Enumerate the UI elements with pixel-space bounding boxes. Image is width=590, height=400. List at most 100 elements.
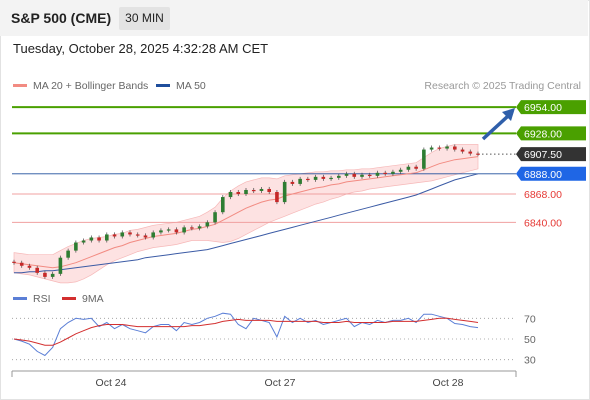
candle-body-0 — [12, 261, 16, 263]
timeframe-badge[interactable]: 30 MIN — [119, 7, 170, 30]
price-panel: 6954.00 6928.00 6907.50 6888.00 6868.00 6840.… — [12, 100, 586, 284]
x-tick-label-1: Oct 27 — [265, 377, 296, 389]
candle-body-16 — [135, 234, 140, 236]
level-label-4: 6868.00 — [524, 189, 562, 201]
candle-body-18 — [151, 232, 155, 238]
level-label-1: 6928.00 — [524, 128, 562, 140]
legend-swatch-rsi — [13, 297, 27, 300]
level-label-0: 6954.00 — [524, 102, 562, 114]
candle-body-38 — [306, 178, 310, 181]
candle-body-6 — [58, 257, 63, 274]
rsi-tick-label-1: 50 — [524, 334, 536, 346]
candle-body-34 — [275, 192, 279, 203]
time-axis: Oct 24 Oct 27 Oct 28 — [11, 370, 517, 389]
candle-body-19 — [159, 230, 163, 233]
legend-ma50-label: MA 50 — [176, 80, 206, 92]
candle-body-5 — [50, 273, 55, 277]
candle-body-60 — [476, 153, 480, 155]
candle-body-2 — [27, 265, 32, 268]
x-tick-label-0: Oct 24 — [96, 377, 127, 389]
candle-body-58 — [460, 149, 465, 152]
datetime-label: Tuesday, October 28, 2025 4:32:28 AM CET — [13, 41, 269, 56]
legend-swatch-ma20 — [13, 83, 27, 87]
bollinger-band — [13, 144, 479, 284]
legend-ma20: MA 20 + Bollinger Bands — [13, 80, 148, 92]
candle-body-54 — [429, 147, 434, 150]
candle-body-48 — [383, 172, 387, 174]
rsi-panel: RSI 9MA 70 50 30 — [12, 293, 536, 367]
candle-body-27 — [221, 197, 225, 213]
candle-body-21 — [174, 229, 179, 233]
candle-body-23 — [190, 227, 194, 229]
candle-body-49 — [391, 171, 395, 174]
candle-body-15 — [128, 232, 132, 235]
candle-body-3 — [35, 267, 39, 273]
candle-body-40 — [321, 176, 326, 179]
candle-body-12 — [105, 234, 109, 241]
projection-arrow-shaft — [481, 114, 510, 141]
candle-body-31 — [251, 189, 256, 192]
candle-body-50 — [398, 169, 403, 172]
candle-body-24 — [197, 226, 202, 229]
rsi-tick-label-2: 30 — [524, 355, 536, 367]
candle-body-41 — [329, 177, 333, 180]
symbol-title: S&P 500 (CME) — [11, 10, 112, 26]
candle-body-9 — [81, 240, 86, 243]
level-badge-1 — [516, 126, 586, 141]
candle-body-26 — [213, 212, 217, 223]
candle-body-14 — [120, 232, 125, 237]
candle-body-47 — [375, 172, 380, 176]
candle-body-43 — [344, 173, 349, 176]
candle-body-56 — [445, 146, 449, 149]
candle-body-28 — [228, 192, 233, 198]
candle-body-59 — [468, 151, 473, 154]
legend-9ma-label: 9MA — [82, 293, 104, 305]
candle-body-13 — [112, 234, 117, 237]
credit-label: Research © 2025 Trading Central — [424, 80, 581, 92]
candle-body-35 — [282, 181, 287, 203]
legend-ma50: MA 50 — [156, 80, 206, 92]
candle-body-29 — [236, 192, 241, 195]
level-label-5: 6840.00 — [524, 217, 562, 229]
level-badge-3 — [516, 166, 586, 181]
candle-body-39 — [313, 176, 318, 180]
legend-ma20-label: MA 20 + Bollinger Bands — [33, 80, 149, 92]
candle-body-22 — [182, 227, 186, 233]
x-tick-label-2: Oct 28 — [433, 377, 464, 389]
candle-body-45 — [360, 174, 364, 177]
candle-body-7 — [66, 250, 70, 258]
projection-arrow-head — [502, 108, 515, 121]
candle-body-25 — [205, 222, 210, 227]
rsi-line — [13, 312, 479, 357]
rsi-tick-label-0: 70 — [524, 313, 536, 325]
ma50-line — [14, 173, 479, 274]
candle-body-20 — [166, 229, 171, 231]
level-label-3: 6888.00 — [524, 169, 562, 181]
candle-body-51 — [406, 166, 411, 170]
legend-rsi-label: RSI — [33, 293, 51, 305]
candle-body-10 — [89, 237, 94, 241]
candle-body-36 — [290, 181, 295, 184]
legend-swatch-ma50 — [156, 83, 170, 87]
candle-body-55 — [437, 147, 442, 149]
legend-swatch-9ma — [62, 297, 76, 300]
candle-body-37 — [298, 178, 302, 184]
level-label-2: 6907.50 — [524, 149, 562, 161]
candle-body-52 — [414, 166, 418, 169]
candle-body-33 — [267, 188, 271, 192]
level-badge-0 — [516, 100, 586, 115]
candle-body-32 — [259, 188, 264, 191]
candle-body-11 — [97, 237, 101, 241]
candle-body-42 — [337, 175, 341, 178]
candle-body-44 — [352, 173, 357, 177]
header-bar: S&P 500 (CME) 30 MIN — [0, 0, 588, 36]
candle-body-1 — [19, 262, 24, 266]
candle-body-4 — [43, 272, 47, 277]
ma20-line — [13, 156, 479, 269]
candle-body-46 — [367, 174, 372, 177]
candle-body-57 — [453, 146, 457, 150]
candle-body-8 — [74, 242, 78, 251]
rsi-9ma-line — [13, 317, 479, 346]
level-badge-2 — [516, 147, 586, 162]
